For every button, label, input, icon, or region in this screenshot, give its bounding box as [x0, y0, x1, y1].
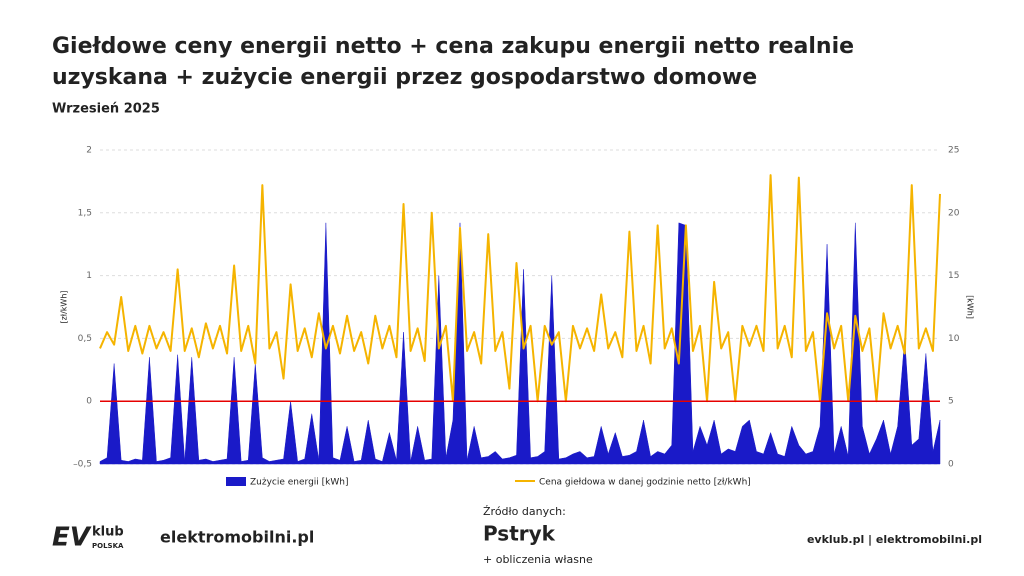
legend-label: Zużycie energii [kWh]: [250, 478, 349, 488]
chart-title: Giełdowe ceny energii netto + cena zakup…: [52, 34, 854, 59]
source-logo: Pstryk: [483, 522, 556, 546]
y-axis-label: [zł/kWh]: [60, 290, 69, 323]
y2-tick-label: 15: [948, 271, 959, 281]
chart-title: uzyskana + zużycie energii przez gospoda…: [52, 65, 757, 90]
logo-polska: POLSKA: [92, 542, 124, 550]
y2-tick-label: 10: [948, 334, 960, 344]
legend-label: Cena giełdowa w danej godzinie netto [zł…: [539, 478, 751, 488]
y2-tick-label: 0: [948, 460, 954, 470]
brand: elektromobilni.pl: [160, 528, 314, 547]
y2-tick-label: 20: [948, 208, 960, 218]
y2-axis-label: [kWh]: [966, 295, 975, 319]
y-tick-label: 1: [86, 271, 92, 281]
area: [99, 222, 941, 465]
y-tick-label: 2: [86, 146, 92, 156]
y-tick-label: 0,5: [78, 334, 92, 344]
footer-links: evklub.pl | elektromobilni.pl: [807, 533, 982, 546]
line: [99, 174, 941, 403]
logo-ev: EV: [52, 523, 92, 553]
y2-tick-label: 25: [948, 146, 959, 156]
legend-swatch: [226, 477, 246, 486]
y-tick-label: 1,5: [78, 208, 92, 218]
source-label: Źródło danych:: [483, 505, 566, 518]
y-tick-label: –0,5: [73, 460, 92, 470]
logo-klub: klub: [92, 525, 124, 540]
y2-tick-label: 5: [948, 397, 954, 407]
legend: Zużycie energii [kWh] Cena giełdowa w dan…: [226, 477, 751, 488]
chart-subtitle: Wrzesień 2025: [52, 102, 160, 117]
source-note: + obliczenia własne: [483, 553, 593, 566]
y-tick-label: 0: [86, 397, 92, 407]
